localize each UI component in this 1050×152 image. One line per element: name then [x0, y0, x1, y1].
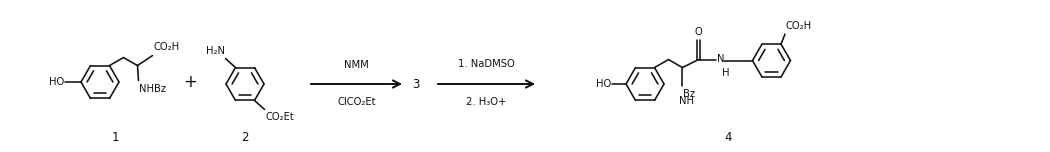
Text: 4: 4 [724, 131, 732, 144]
Text: CO₂Et: CO₂Et [266, 112, 294, 123]
Text: NHBz: NHBz [140, 84, 167, 93]
Text: 1. NaDMSO: 1. NaDMSO [458, 59, 514, 69]
Text: ClCO₂Et: ClCO₂Et [337, 97, 376, 107]
Text: CO₂H: CO₂H [786, 21, 812, 31]
Text: +: + [183, 73, 197, 91]
Text: CO₂H: CO₂H [153, 41, 180, 52]
Text: 1: 1 [111, 131, 119, 144]
Text: N: N [717, 54, 724, 64]
Text: HO: HO [595, 79, 611, 89]
Text: 3: 3 [412, 78, 419, 90]
Text: 2: 2 [242, 131, 249, 144]
Text: H₂N: H₂N [206, 46, 225, 55]
Text: O: O [695, 27, 702, 36]
Text: 2. H₃O+: 2. H₃O+ [466, 97, 507, 107]
Text: H: H [721, 67, 730, 78]
Text: Bz: Bz [684, 89, 695, 98]
Text: NH: NH [679, 96, 694, 105]
Text: HO: HO [48, 77, 64, 87]
Text: NMM: NMM [344, 60, 369, 70]
